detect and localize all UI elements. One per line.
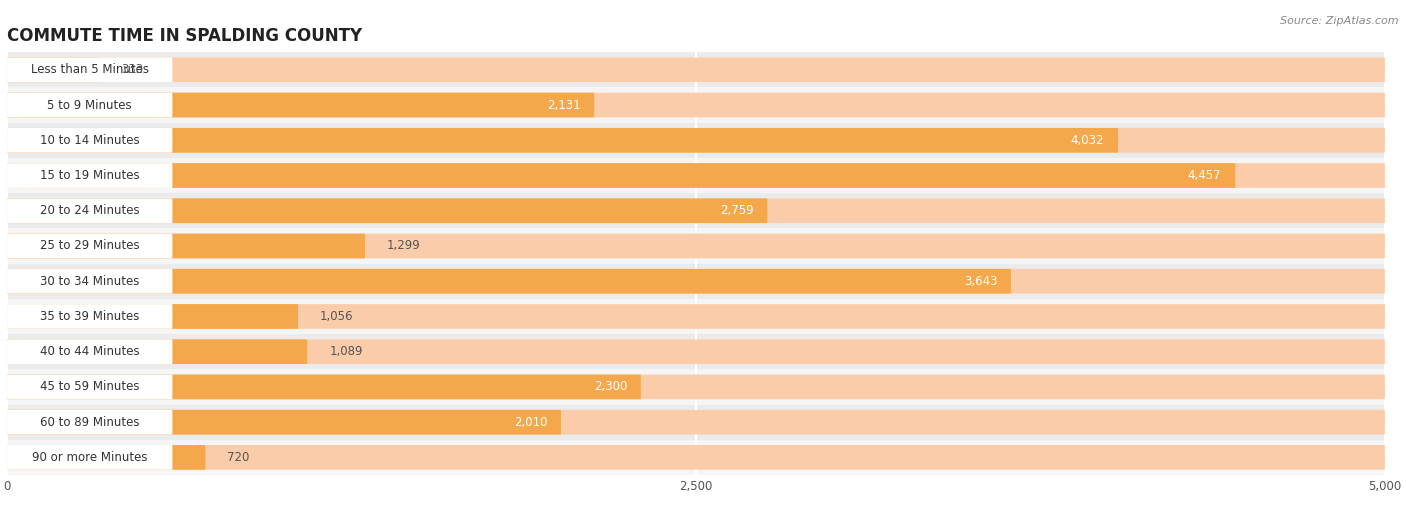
FancyBboxPatch shape — [7, 93, 595, 117]
Text: 4,032: 4,032 — [1071, 134, 1104, 147]
Bar — [7, 193, 1385, 229]
Text: 333: 333 — [121, 63, 143, 76]
FancyBboxPatch shape — [7, 304, 1385, 329]
Text: 3,643: 3,643 — [963, 275, 997, 288]
FancyBboxPatch shape — [7, 410, 173, 434]
Text: 1,089: 1,089 — [329, 345, 363, 358]
FancyBboxPatch shape — [7, 269, 1385, 293]
Text: COMMUTE TIME IN SPALDING COUNTY: COMMUTE TIME IN SPALDING COUNTY — [7, 27, 363, 45]
FancyBboxPatch shape — [7, 445, 1385, 470]
FancyBboxPatch shape — [7, 93, 173, 117]
Text: 1,299: 1,299 — [387, 240, 420, 253]
FancyBboxPatch shape — [7, 163, 1236, 188]
Text: 720: 720 — [228, 451, 250, 464]
FancyBboxPatch shape — [7, 198, 768, 223]
Text: 2,131: 2,131 — [547, 99, 581, 112]
FancyBboxPatch shape — [7, 339, 307, 364]
Bar — [7, 299, 1385, 334]
FancyBboxPatch shape — [7, 445, 205, 470]
FancyBboxPatch shape — [7, 163, 173, 188]
Text: 20 to 24 Minutes: 20 to 24 Minutes — [39, 204, 139, 217]
Text: 25 to 29 Minutes: 25 to 29 Minutes — [39, 240, 139, 253]
FancyBboxPatch shape — [7, 57, 1385, 82]
Bar — [7, 440, 1385, 475]
FancyBboxPatch shape — [7, 304, 173, 329]
FancyBboxPatch shape — [7, 57, 173, 82]
FancyBboxPatch shape — [7, 410, 561, 434]
FancyBboxPatch shape — [7, 269, 173, 293]
Text: 60 to 89 Minutes: 60 to 89 Minutes — [39, 416, 139, 429]
FancyBboxPatch shape — [7, 198, 1385, 223]
Bar — [7, 264, 1385, 299]
FancyBboxPatch shape — [7, 339, 173, 364]
Text: 2,759: 2,759 — [720, 204, 754, 217]
Text: 90 or more Minutes: 90 or more Minutes — [32, 451, 148, 464]
Text: 10 to 14 Minutes: 10 to 14 Minutes — [39, 134, 139, 147]
FancyBboxPatch shape — [7, 375, 173, 399]
Bar — [7, 123, 1385, 158]
Bar — [7, 405, 1385, 440]
Bar — [7, 88, 1385, 123]
FancyBboxPatch shape — [7, 163, 1385, 188]
Bar — [7, 334, 1385, 370]
FancyBboxPatch shape — [7, 304, 298, 329]
FancyBboxPatch shape — [7, 93, 1385, 117]
FancyBboxPatch shape — [7, 57, 98, 82]
Bar — [7, 370, 1385, 405]
FancyBboxPatch shape — [7, 375, 1385, 399]
FancyBboxPatch shape — [7, 445, 173, 470]
Text: 5 to 9 Minutes: 5 to 9 Minutes — [48, 99, 132, 112]
FancyBboxPatch shape — [7, 234, 1385, 258]
Text: 30 to 34 Minutes: 30 to 34 Minutes — [39, 275, 139, 288]
FancyBboxPatch shape — [7, 339, 1385, 364]
Text: 2,300: 2,300 — [593, 381, 627, 394]
FancyBboxPatch shape — [7, 269, 1011, 293]
FancyBboxPatch shape — [7, 128, 173, 152]
FancyBboxPatch shape — [7, 410, 1385, 434]
FancyBboxPatch shape — [7, 198, 173, 223]
Text: 2,010: 2,010 — [513, 416, 547, 429]
Text: Source: ZipAtlas.com: Source: ZipAtlas.com — [1281, 16, 1399, 26]
Text: 4,457: 4,457 — [1188, 169, 1222, 182]
FancyBboxPatch shape — [7, 128, 1118, 152]
FancyBboxPatch shape — [7, 234, 366, 258]
Bar — [7, 158, 1385, 193]
Bar — [7, 229, 1385, 264]
Text: Less than 5 Minutes: Less than 5 Minutes — [31, 63, 149, 76]
Text: 35 to 39 Minutes: 35 to 39 Minutes — [39, 310, 139, 323]
Text: 1,056: 1,056 — [321, 310, 353, 323]
FancyBboxPatch shape — [7, 128, 1385, 152]
Text: 45 to 59 Minutes: 45 to 59 Minutes — [39, 381, 139, 394]
FancyBboxPatch shape — [7, 375, 641, 399]
Bar — [7, 52, 1385, 88]
Text: 40 to 44 Minutes: 40 to 44 Minutes — [39, 345, 139, 358]
FancyBboxPatch shape — [7, 234, 173, 258]
Text: 15 to 19 Minutes: 15 to 19 Minutes — [39, 169, 139, 182]
